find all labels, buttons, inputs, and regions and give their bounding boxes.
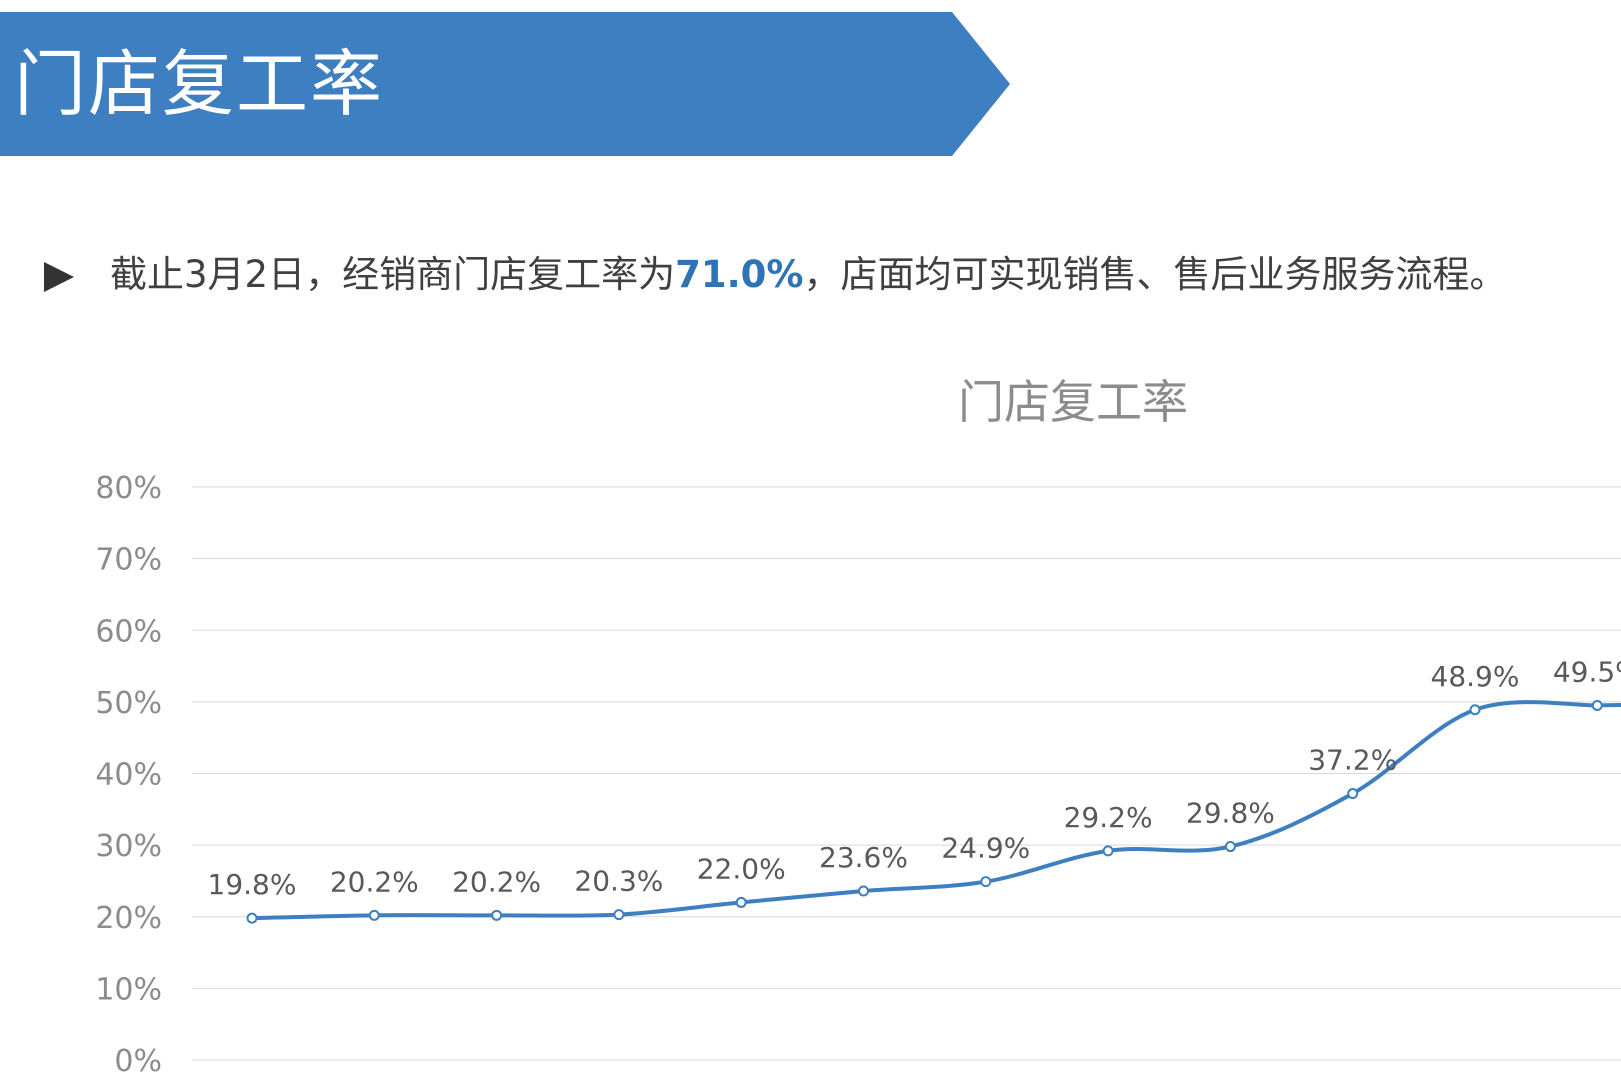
summary-suffix: ，店面均可实现销售、售后业务服务流程。 bbox=[803, 253, 1507, 296]
data-point bbox=[858, 885, 869, 897]
data-point bbox=[368, 909, 380, 921]
data-label: 49.5% bbox=[1553, 655, 1621, 688]
summary-prefix: 截止3月2日，经销商门店复工率为 bbox=[110, 253, 676, 296]
chart-title: 门店复工率 bbox=[958, 375, 1188, 429]
data-point bbox=[491, 909, 503, 921]
data-label: 20.3% bbox=[574, 865, 663, 898]
y-tick-label: 20% bbox=[95, 901, 162, 936]
y-tick-label: 50% bbox=[95, 686, 162, 721]
data-label: 48.9% bbox=[1431, 660, 1520, 693]
data-label: 29.2% bbox=[1064, 801, 1153, 834]
data-label: 24.9% bbox=[941, 832, 1030, 865]
data-label: 20.2% bbox=[452, 865, 541, 898]
summary-highlight: 71.0% bbox=[675, 253, 804, 296]
data-point bbox=[980, 876, 992, 888]
data-point bbox=[1102, 845, 1114, 857]
data-label: 20.2% bbox=[330, 865, 419, 898]
data-point bbox=[246, 912, 258, 924]
data-point bbox=[735, 896, 747, 908]
y-tick-label: 40% bbox=[95, 758, 162, 793]
title-banner: 门店复工率 bbox=[0, 12, 1012, 156]
play-triangle-icon bbox=[44, 262, 74, 292]
y-tick-label: 30% bbox=[95, 829, 162, 864]
data-point bbox=[613, 909, 625, 921]
y-tick-label: 0% bbox=[114, 1044, 162, 1079]
data-point bbox=[1591, 699, 1603, 711]
banner-arrow-shape bbox=[0, 12, 1010, 156]
y-tick-label: 70% bbox=[95, 543, 162, 578]
data-label: 37.2% bbox=[1308, 744, 1397, 777]
line-chart: 门店复工率 0% 10% 20% 30% 40% 50% 60% 70% 80% 19.8% 20.2… bbox=[95, 375, 1621, 1079]
data-point bbox=[1347, 788, 1359, 800]
data-label: 23.6% bbox=[819, 841, 908, 874]
summary-bullet: 截止3月2日，经销商门店复工率为71.0%，店面均可实现销售、售后业务服务流程。 bbox=[44, 250, 1621, 300]
data-label: 22.0% bbox=[697, 852, 786, 885]
data-point bbox=[1224, 841, 1236, 853]
data-point bbox=[1469, 704, 1481, 716]
data-label: 29.8% bbox=[1186, 797, 1275, 830]
summary-text: 截止3月2日，经销商门店复工率为71.0%，店面均可实现销售、售后业务服务流程。 bbox=[110, 250, 1506, 300]
y-tick-label: 80% bbox=[95, 471, 162, 506]
y-tick-label: 10% bbox=[95, 972, 162, 1007]
page-title: 门店复工率 bbox=[14, 42, 385, 126]
data-label: 19.8% bbox=[208, 868, 297, 901]
y-tick-label: 60% bbox=[95, 614, 162, 649]
